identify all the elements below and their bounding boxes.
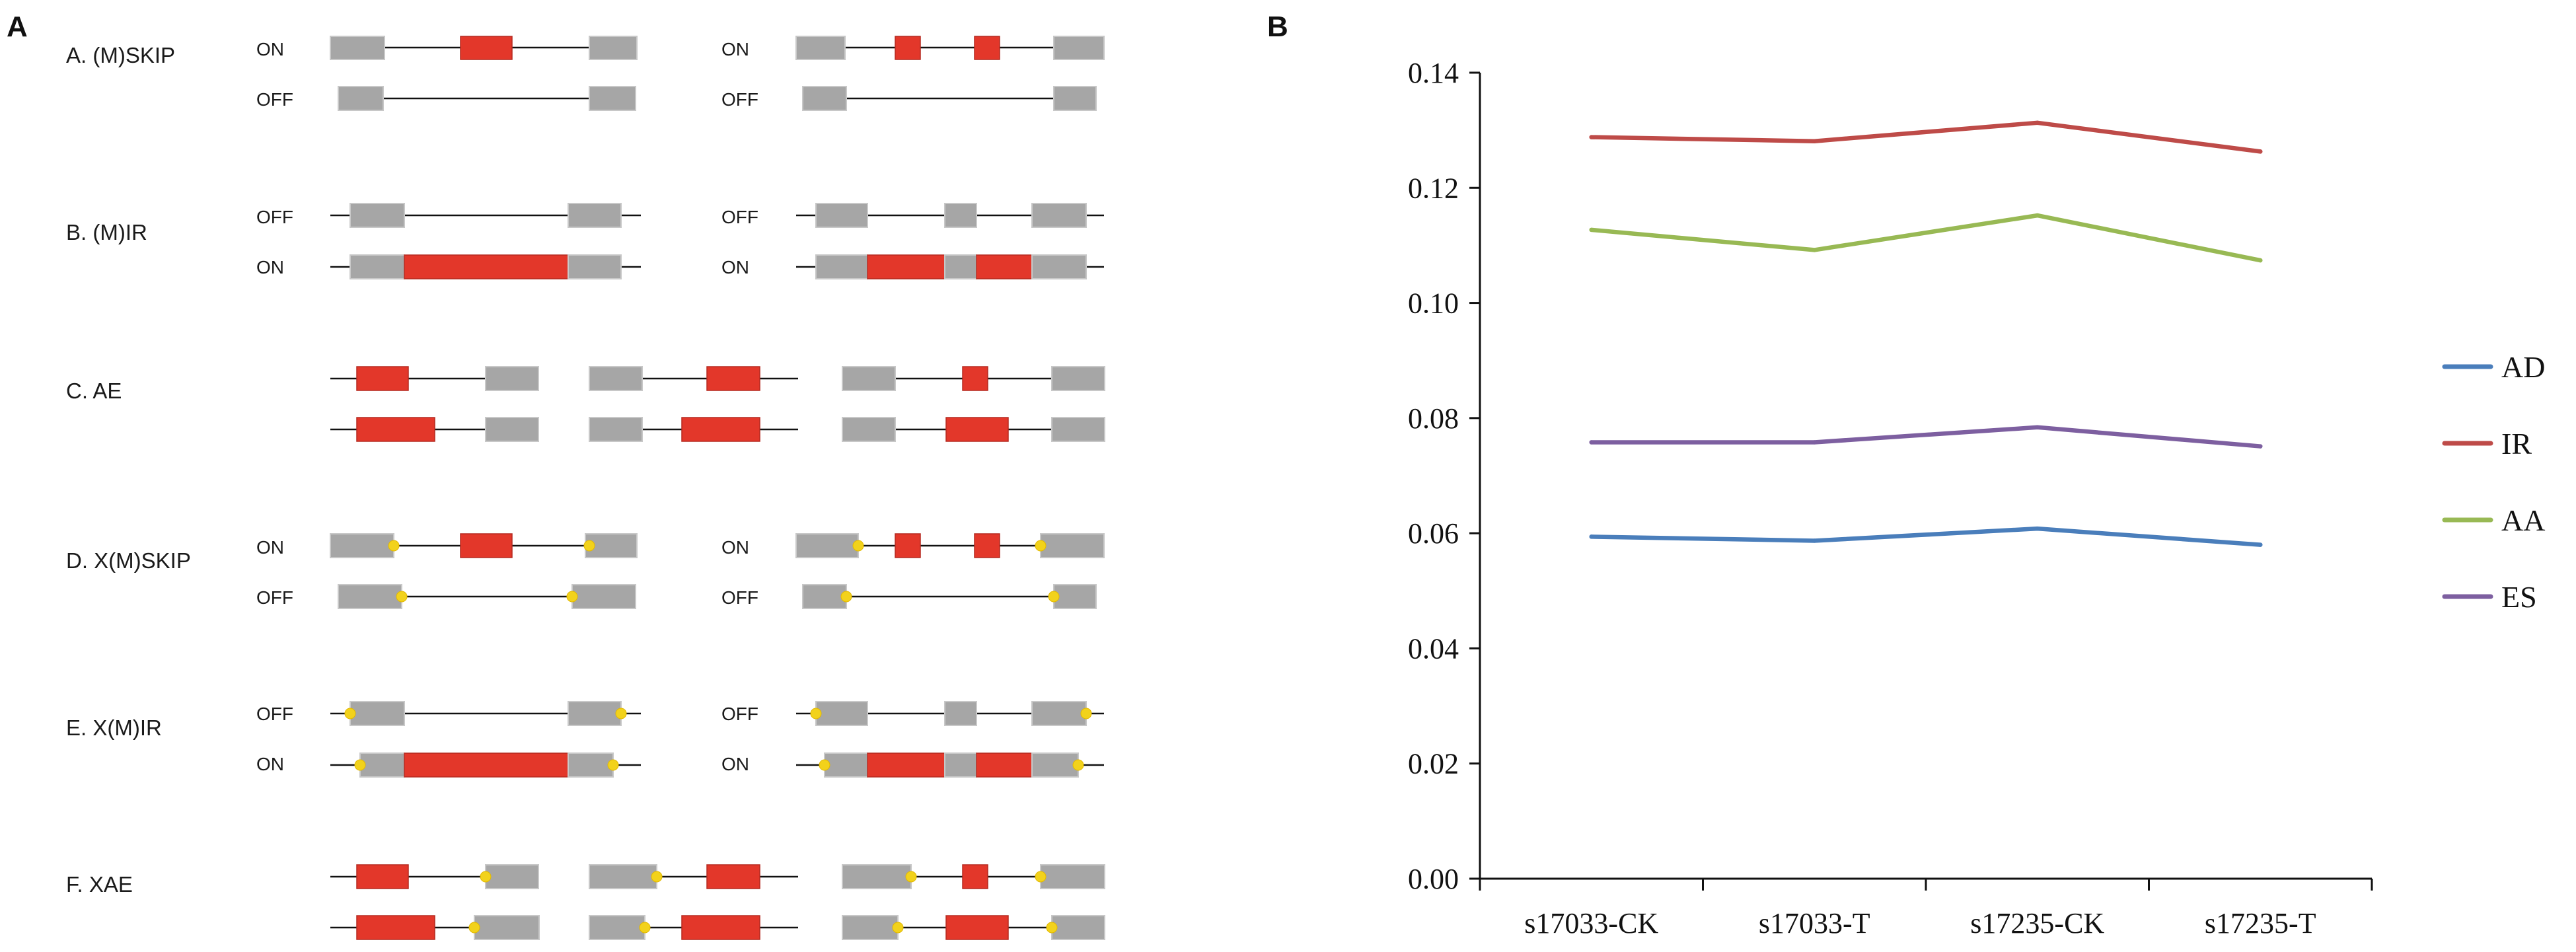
data-point-ir (2035, 120, 2040, 126)
data-point-ir (1812, 139, 1817, 143)
state-label: ON (721, 257, 749, 277)
row-label-xae: F. XAE (66, 872, 133, 897)
x-tick-label: s17033-T (1759, 907, 1870, 939)
diagram-xmir (330, 701, 1104, 778)
legend-label-es: ES (2501, 580, 2537, 614)
x-tick-label: s17235-CK (1970, 907, 2104, 939)
panel-b-letter: B (1267, 11, 1288, 43)
data-point-aa (1812, 248, 1817, 252)
chart-series (1589, 120, 2263, 547)
series-line-ad (1589, 526, 2263, 547)
state-label: OFF (256, 587, 293, 608)
data-point-aa (2258, 258, 2263, 263)
legend-label-ir: IR (2501, 427, 2532, 460)
data-point-ad (1812, 538, 1817, 543)
y-tick-label: 0.06 (1408, 517, 1459, 550)
y-tick-label: 0.04 (1408, 632, 1459, 665)
state-label: OFF (256, 89, 293, 110)
data-point-es (1812, 440, 1817, 445)
y-tick-label: 0.00 (1408, 863, 1459, 895)
data-point-ir (1589, 135, 1594, 139)
chart-axes: 0.00 0.02 0.04 0.06 0.08 0.10 0.12 0.14 s17033-C… (1408, 57, 2373, 939)
series-line-aa (1589, 213, 2263, 263)
state-label: OFF (721, 587, 758, 608)
x-tick-label: s17235-T (2205, 907, 2316, 939)
y-tick-label: 0.10 (1408, 287, 1459, 320)
diagram-mskip (330, 36, 1105, 111)
state-label: ON (256, 537, 284, 558)
x-tick-label: s17033-CK (1524, 907, 1658, 939)
data-point-ir (2258, 149, 2263, 154)
state-label: OFF (721, 704, 758, 724)
diagram-xae (330, 864, 1105, 940)
row-label-mir: B. (M)IR (66, 220, 147, 244)
state-label: ON (256, 754, 284, 774)
state-label: OFF (256, 207, 293, 227)
data-point-aa (2035, 213, 2040, 218)
data-point-es (2035, 425, 2040, 429)
state-label: OFF (256, 704, 293, 724)
state-label: OFF (721, 207, 758, 227)
row-label-ae: C. AE (66, 379, 122, 403)
series-line-ir (1589, 120, 2263, 154)
series-line-es (1589, 425, 2263, 449)
state-label: ON (721, 754, 749, 774)
state-label: ON (721, 537, 749, 558)
row-label-xmskip: D. X(M)SKIP (66, 548, 191, 573)
state-label: ON (721, 39, 749, 59)
legend-label-aa: AA (2501, 503, 2545, 537)
panel-a-splicing-diagram: A A. (M)SKIP B. (M)IR C. AE D. X(M)SKIP … (7, 11, 1105, 940)
row-label-mskip: A. (M)SKIP (66, 43, 175, 67)
data-point-ad (2035, 526, 2040, 531)
chart-legend: AD IR AA ES (2442, 350, 2545, 614)
state-label: OFF (721, 89, 758, 110)
y-tick-label: 0.12 (1408, 172, 1459, 204)
data-point-ad (2258, 542, 2263, 547)
data-point-es (1589, 440, 1594, 445)
panel-b-line-chart: B 0.00 0.02 0.04 0.06 0.08 0.10 0.12 0.14 s17033… (1267, 11, 2545, 939)
data-point-ad (1589, 534, 1594, 539)
panel-a-letter: A (7, 11, 28, 43)
y-tick-label: 0.02 (1408, 748, 1459, 780)
data-point-aa (1589, 227, 1594, 233)
diagram-mir (330, 203, 1104, 279)
state-label: ON (256, 39, 284, 59)
y-tick-label: 0.14 (1408, 57, 1459, 89)
data-point-es (2258, 444, 2263, 449)
diagram-ae (330, 366, 1105, 442)
state-label: ON (256, 257, 284, 277)
diagram-xmskip (330, 533, 1105, 609)
row-label-xmir: E. X(M)IR (66, 715, 162, 740)
legend-label-ad: AD (2501, 350, 2545, 384)
y-tick-label: 0.08 (1408, 402, 1459, 435)
